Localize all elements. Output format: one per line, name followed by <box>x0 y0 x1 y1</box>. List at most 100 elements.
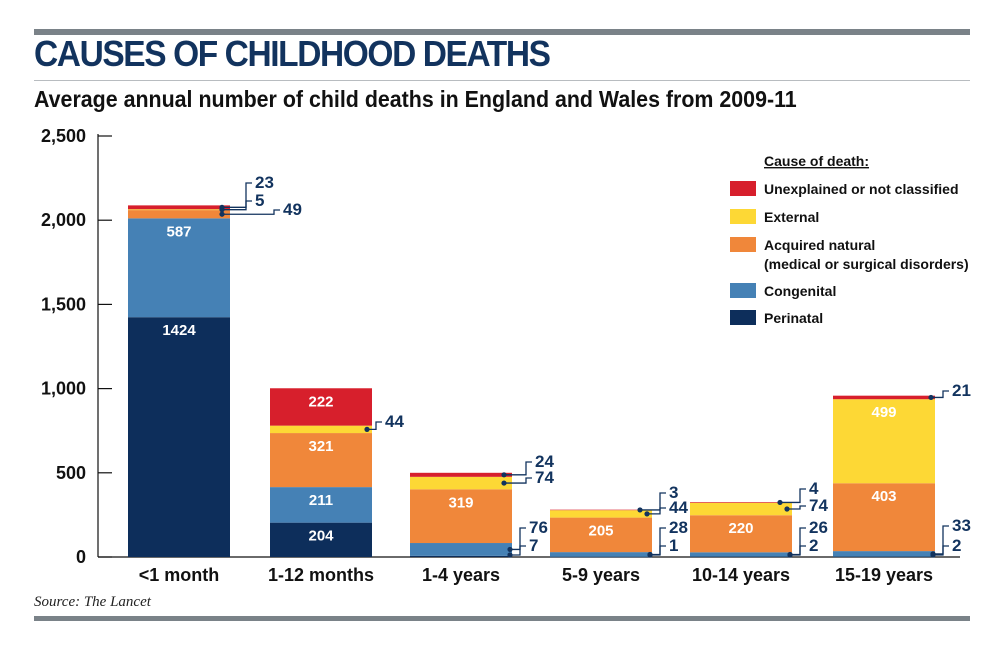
data-label: 220 <box>728 520 753 537</box>
data-label: 319 <box>448 494 473 511</box>
callout-line <box>222 200 252 211</box>
callout-line <box>790 527 806 556</box>
x-tick-label: <1 month <box>139 565 220 585</box>
data-label: 321 <box>308 438 333 455</box>
data-label: 21 <box>952 381 971 400</box>
legend-swatch <box>730 209 756 224</box>
bar-segment <box>128 317 230 557</box>
callout-dot <box>647 552 653 558</box>
callout-dot <box>928 394 934 401</box>
callout-line <box>510 545 526 556</box>
data-label: 49 <box>283 200 302 219</box>
y-tick-label: 2,500 <box>41 126 86 146</box>
callout-line <box>647 507 666 515</box>
legend-title: Cause of death: <box>764 153 869 169</box>
callout-line <box>933 545 949 556</box>
title-divider <box>34 80 970 81</box>
callout-line <box>222 182 252 208</box>
y-tick-label: 1,500 <box>41 294 86 314</box>
chart-subtitle: Average annual number of child deaths in… <box>34 86 797 112</box>
callout-line <box>504 477 532 484</box>
top-rule <box>34 29 970 35</box>
callout-dot <box>637 507 643 513</box>
data-label: 222 <box>308 393 333 410</box>
legend-label: External <box>764 209 819 225</box>
bar-segment <box>410 555 512 557</box>
data-label: 587 <box>166 223 191 240</box>
callout-line <box>650 545 666 556</box>
callout-line <box>933 525 949 555</box>
y-tick-label: 2,000 <box>41 210 86 230</box>
callout-dot <box>501 480 507 486</box>
y-tick-label: 0 <box>76 547 86 567</box>
callout-line <box>787 505 806 510</box>
data-label: 204 <box>308 528 334 545</box>
bar-segment <box>690 502 792 503</box>
data-label: 74 <box>809 496 828 515</box>
callout-dot <box>777 499 783 506</box>
data-label: 74 <box>535 468 554 487</box>
callout-dot <box>507 546 513 553</box>
legend: Cause of death: Unexplained or not classi… <box>730 153 969 326</box>
bar-segment <box>550 556 652 558</box>
bar-segment <box>690 502 792 516</box>
bar-segment <box>128 209 230 211</box>
data-label: 23 <box>255 173 274 192</box>
data-label: 4 <box>809 479 819 498</box>
data-label: 33 <box>952 516 971 535</box>
legend-swatch <box>730 237 756 252</box>
bar-segment <box>270 388 372 426</box>
bar-segment <box>128 205 230 210</box>
data-label: 5 <box>255 191 264 210</box>
legend-swatch <box>730 310 756 325</box>
x-tick-label: 5-9 years <box>562 565 640 585</box>
bar-segment <box>550 552 652 557</box>
axis-layer: 0 500 1,000 1,500 2,000 2,500 <1 month 1-12 mon… <box>41 126 960 585</box>
y-tick-label: 500 <box>56 463 86 483</box>
bar-segment <box>410 543 512 556</box>
callout-line <box>222 209 280 215</box>
bar-segment <box>833 395 935 400</box>
legend-label: Unexplained or not classified <box>764 181 959 197</box>
bar-segment <box>550 510 652 518</box>
callout-line <box>367 421 382 431</box>
bar-segment <box>833 551 935 557</box>
data-label: 7 <box>529 536 538 555</box>
callout-line <box>504 461 532 476</box>
x-tick-label: 10-14 years <box>692 565 790 585</box>
bar-segment <box>833 399 935 484</box>
data-label: 2 <box>809 536 818 555</box>
legend-label: Perinatal <box>764 310 823 326</box>
data-label: 211 <box>309 492 333 509</box>
legend-label: Acquired natural <box>764 237 875 253</box>
bar-segment <box>270 522 372 557</box>
data-label: 1 <box>669 536 678 555</box>
data-label: 1424 <box>162 322 196 339</box>
callout-line <box>510 527 526 551</box>
bar-segment <box>833 483 935 552</box>
bar-segment <box>410 489 512 544</box>
data-label: 499 <box>871 404 896 421</box>
bars-layer <box>128 205 935 558</box>
x-tick-label: 1-4 years <box>422 565 500 585</box>
bottom-rule <box>34 616 970 621</box>
bar-segment <box>270 425 372 434</box>
x-tick-label: 15-19 years <box>835 565 933 585</box>
bar-segment <box>690 515 792 553</box>
source-note: Source: The Lancet <box>34 594 151 610</box>
callout-dot <box>784 506 790 512</box>
data-label: 205 <box>588 523 613 540</box>
y-tick-label: 1,000 <box>41 379 86 399</box>
callout-dot <box>930 552 936 558</box>
bar-segment <box>690 552 792 557</box>
chart-title: CAUSES OF CHILDHOOD DEATHS <box>34 33 551 74</box>
callout-dot <box>219 207 225 213</box>
legend-label: Congenital <box>764 283 836 299</box>
callout-line <box>931 390 949 399</box>
callout-line <box>640 492 666 511</box>
callout-dot <box>644 511 650 517</box>
bar-segment <box>833 556 935 558</box>
bar-segment <box>270 433 372 488</box>
callout-line <box>780 488 806 504</box>
